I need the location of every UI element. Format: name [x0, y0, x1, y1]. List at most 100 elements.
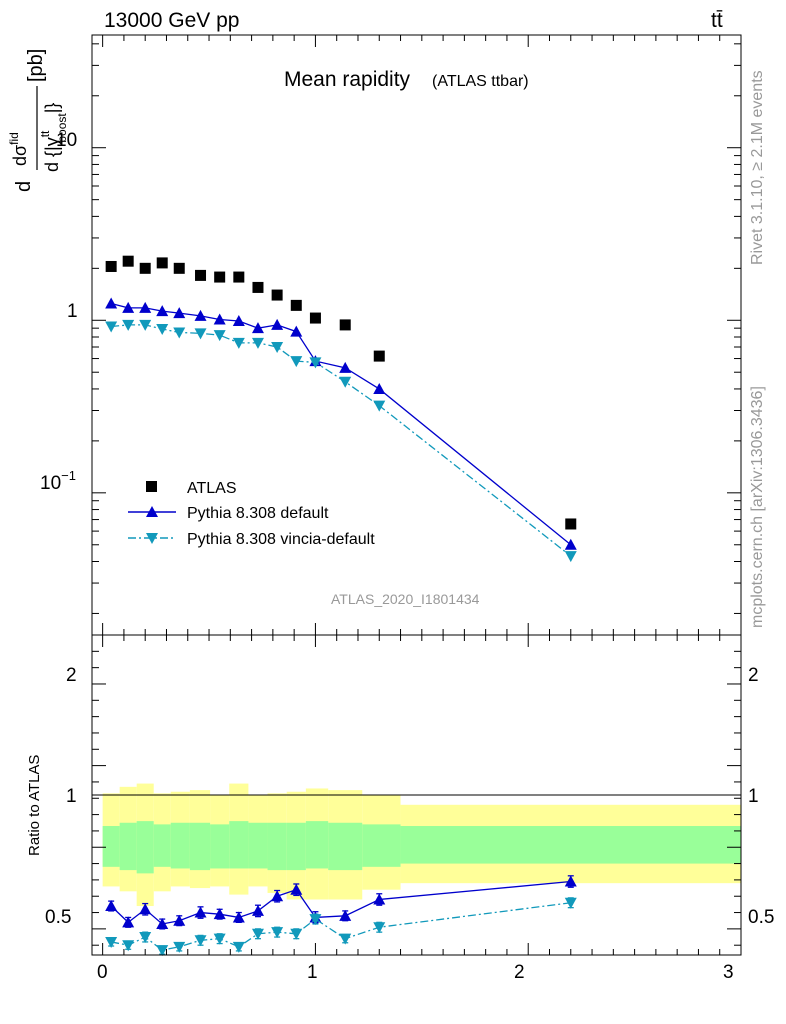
ratio-series-0-point-5	[194, 906, 207, 918]
main-series-0-point-1	[122, 255, 134, 267]
ratio-band-inner-11	[305, 821, 329, 869]
ratio-series-1-point-13	[373, 922, 386, 934]
main-series-1-point-9	[271, 318, 284, 330]
ratio-band-inner-5	[189, 822, 211, 871]
main-series-0-point-2	[139, 262, 151, 274]
ratio-series-0-point-8	[251, 904, 264, 916]
ratio-ytick-right-0p5: 0.5	[748, 907, 774, 928]
main-series-0-point-9	[271, 289, 283, 301]
xtick-label-3: 3	[723, 962, 734, 983]
svg-text:dσfid: dσfid	[7, 132, 30, 166]
ratio-band-inner-4	[170, 822, 190, 869]
main-series-2-point-11	[309, 357, 322, 369]
main-series-1-line	[110, 302, 572, 546]
main-series-1-point-7	[232, 315, 245, 327]
ratio-series-1-point-4	[173, 941, 186, 953]
ratio-band-inner-6	[210, 824, 230, 869]
ratio-series-0-point-13	[373, 893, 386, 905]
main-series-2-point-5	[194, 328, 207, 340]
main-series-2-point-13	[373, 400, 386, 412]
main-series-0-point-7	[233, 271, 245, 283]
ratio-series-0-point-3	[156, 917, 169, 929]
main-series-2-point-7	[232, 337, 245, 349]
ratio-series-0-point-10	[290, 883, 303, 895]
main-axis-ticks	[92, 35, 742, 635]
main-series-2-point-3	[156, 324, 169, 336]
main-panel: Mean rapidity (ATLAS ttbar) ATLAS_2020_I…	[7, 34, 742, 636]
legend-default-label: Pythia 8.308 default	[187, 505, 329, 522]
main-series-1-point-12	[339, 361, 352, 373]
ratio-series-0-point-7	[232, 911, 245, 923]
main-series-1-point-4	[173, 307, 186, 319]
ratio-panel: 2 1 0.5 2 1 0.5 Ratio to ATLAS 0 1 2 3	[26, 634, 774, 983]
ratio-band-inner-3	[153, 824, 171, 867]
legend-default-marker	[146, 506, 158, 517]
main-ytick-label-0p1: 10−1	[40, 468, 76, 494]
ratio-series-1-point-3	[156, 945, 169, 957]
xtick-label-1: 1	[307, 962, 318, 983]
main-series-1-point-8	[251, 322, 264, 334]
main-series-1-point-6	[213, 313, 226, 325]
ratio-ytick-left-1: 1	[66, 786, 77, 807]
ratio-series-1-point-10	[290, 928, 303, 940]
xtick-label-0: 0	[97, 962, 108, 983]
ratio-band-inner-2	[136, 821, 154, 874]
ratio-band-inner-8	[248, 822, 268, 869]
ratio-series-0-point-12	[339, 909, 352, 921]
ratio-band-inner-12	[328, 822, 363, 871]
ratio-ytick-left-0p5: 0.5	[45, 907, 71, 928]
ratio-series-1-point-0	[105, 936, 118, 948]
ratio-ytick-left-2: 2	[66, 665, 77, 686]
main-ytick-label-10: 10	[56, 130, 77, 151]
main-series-0-point-4	[173, 262, 185, 274]
ratio-series-0-point-2	[139, 903, 152, 915]
legend-atlas-label: ATLAS	[187, 480, 237, 497]
main-series-1-point-0	[105, 297, 118, 309]
ratio-band-inner-14	[400, 826, 741, 864]
main-series-2-point-4	[173, 327, 186, 339]
energy-label: 13000 GeV pp	[104, 9, 239, 32]
main-series-1-point-2	[139, 301, 152, 313]
main-series-2-point-8	[251, 337, 264, 349]
main-series-2-point-9	[271, 342, 284, 354]
ratio-series-layer	[105, 875, 577, 957]
main-series-2-line	[111, 324, 572, 557]
main-series-0-point-10	[290, 299, 302, 311]
ratio-series-1-point-14	[564, 897, 577, 909]
plot-subtitle: (ATLAS ttbar)	[432, 73, 529, 90]
plot-title: Mean rapidity	[284, 68, 411, 91]
ratio-series-1-line	[111, 902, 571, 951]
main-series-2-point-10	[290, 356, 303, 368]
main-series-1-point-14	[564, 538, 577, 550]
main-series-2-point-2	[139, 319, 152, 331]
legend-atlas-marker	[146, 481, 157, 492]
rivet-label: Rivet 3.1.10, ≥ 2.1M events	[749, 70, 766, 265]
main-series-0-point-11	[309, 312, 321, 324]
ratio-series-1-point-6	[213, 933, 226, 945]
ratio-series-0-point-9	[271, 890, 284, 902]
analysis-watermark: ATLAS_2020_I1801434	[331, 591, 480, 607]
ratio-series-1-point-1	[122, 940, 135, 952]
main-series-0-point-8	[252, 281, 264, 293]
legend-vincia-label: Pythia 8.308 vincia-default	[187, 531, 375, 548]
main-series-0-point-6	[214, 271, 226, 283]
main-series-1-point-5	[194, 309, 207, 321]
main-series-0-point-0	[105, 260, 117, 272]
ratio-band-inner-7	[229, 821, 249, 869]
ratio-band-inner-1	[119, 822, 137, 871]
ratio-series-1-point-8	[251, 928, 264, 940]
main-series-0-point-12	[339, 319, 351, 331]
ratio-band-inner-0	[102, 826, 120, 867]
ratio-series-0-point-0	[105, 900, 118, 912]
ratio-ytick-right-1: 1	[748, 786, 759, 807]
main-series-2-point-0	[105, 321, 118, 333]
main-series-2-point-12	[339, 376, 352, 388]
main-series-0-point-14	[565, 518, 577, 530]
ratio-band-inner-9	[267, 822, 287, 871]
xtick-label-2: 2	[514, 962, 525, 983]
ratio-frame	[91, 634, 742, 956]
legend: ATLAS Pythia 8.308 default Pythia 8.308 …	[128, 480, 375, 548]
main-ytick-label-1: 1	[67, 301, 78, 322]
